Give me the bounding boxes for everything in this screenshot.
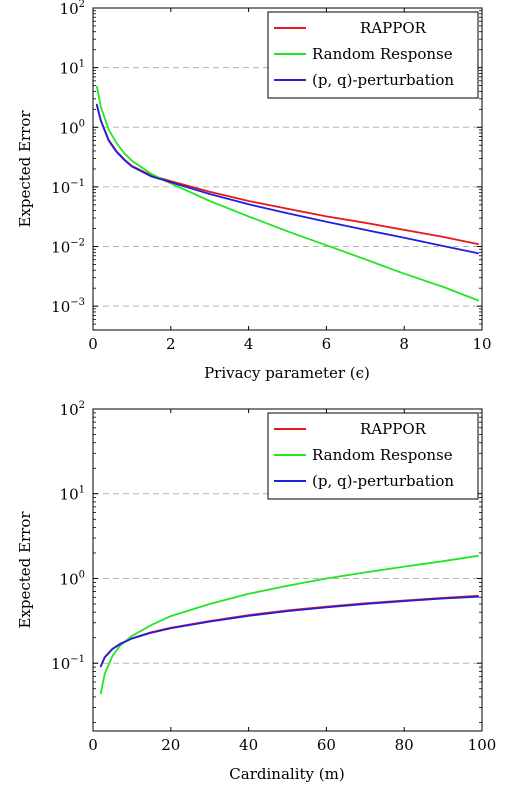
- y-axis-label: Expected Error: [16, 511, 34, 629]
- x-tick-label: 40: [239, 736, 258, 754]
- legend: RAPPOR Random Response (p, q)-perturbati…: [267, 412, 479, 500]
- y-tick-label: 10−3: [51, 297, 85, 316]
- x-tick-label: 10: [472, 335, 491, 353]
- x-tick-label: 100: [468, 736, 497, 754]
- x-axis-label: Privacy parameter (ϵ): [204, 364, 370, 382]
- y-tick-label: 102: [60, 0, 85, 18]
- x-axis-label: Cardinality (m): [229, 765, 344, 783]
- y-tick-label: 101: [60, 59, 85, 78]
- series-line-random-response: [96, 85, 480, 302]
- y-tick-label: 10−2: [51, 238, 85, 257]
- y-axis-label: Expected Error: [16, 110, 34, 228]
- x-tick-label: 0: [88, 736, 98, 754]
- axis-ticks: 0 2 4 6 8 10 10−3 10−2 10−1 100 101 102: [51, 0, 491, 353]
- x-tick-label: 6: [322, 335, 332, 353]
- series-line-random-response: [99, 554, 480, 695]
- series-lines: [99, 554, 480, 695]
- legend-label-pq-perturbation: (p, q)-perturbation: [312, 71, 454, 89]
- y-tick-label: 102: [60, 400, 85, 419]
- y-tick-label: 101: [60, 485, 85, 504]
- chart-cardinality: 0 20 40 60 80 100 10−1 100 101 102 Cardinality (m…: [16, 400, 496, 783]
- y-tick-label: 10−1: [51, 178, 85, 197]
- legend-label-rappor: RAPPOR: [360, 19, 427, 37]
- series-line-p-q-perturbation: [99, 595, 480, 668]
- series-lines: [96, 85, 480, 302]
- x-tick-label: 60: [317, 736, 336, 754]
- y-tick-label: 10−1: [51, 654, 85, 673]
- x-tick-label: 80: [395, 736, 414, 754]
- legend-label-pq-perturbation: (p, q)-perturbation: [312, 472, 454, 490]
- legend-label-rappor: RAPPOR: [360, 420, 427, 438]
- legend-label-random-response: Random Response: [312, 45, 453, 63]
- axis-ticks: 0 20 40 60 80 100 10−1 100 101 102: [51, 400, 496, 754]
- y-tick-label: 100: [60, 118, 85, 137]
- plot-frame: [92, 408, 483, 732]
- y-tick-label: 100: [60, 569, 85, 588]
- x-tick-label: 8: [399, 335, 409, 353]
- x-tick-label: 4: [244, 335, 254, 353]
- x-tick-label: 20: [161, 736, 180, 754]
- chart-privacy-parameter: 0 2 4 6 8 10 10−3 10−2 10−1 100 101 102 Privacy par…: [16, 0, 492, 382]
- legend: RAPPOR Random Response (p, q)-perturbati…: [267, 11, 479, 99]
- x-tick-label: 0: [88, 335, 98, 353]
- series-line-p-q-perturbation: [96, 103, 480, 255]
- x-tick-label: 2: [166, 335, 176, 353]
- legend-label-random-response: Random Response: [312, 446, 453, 464]
